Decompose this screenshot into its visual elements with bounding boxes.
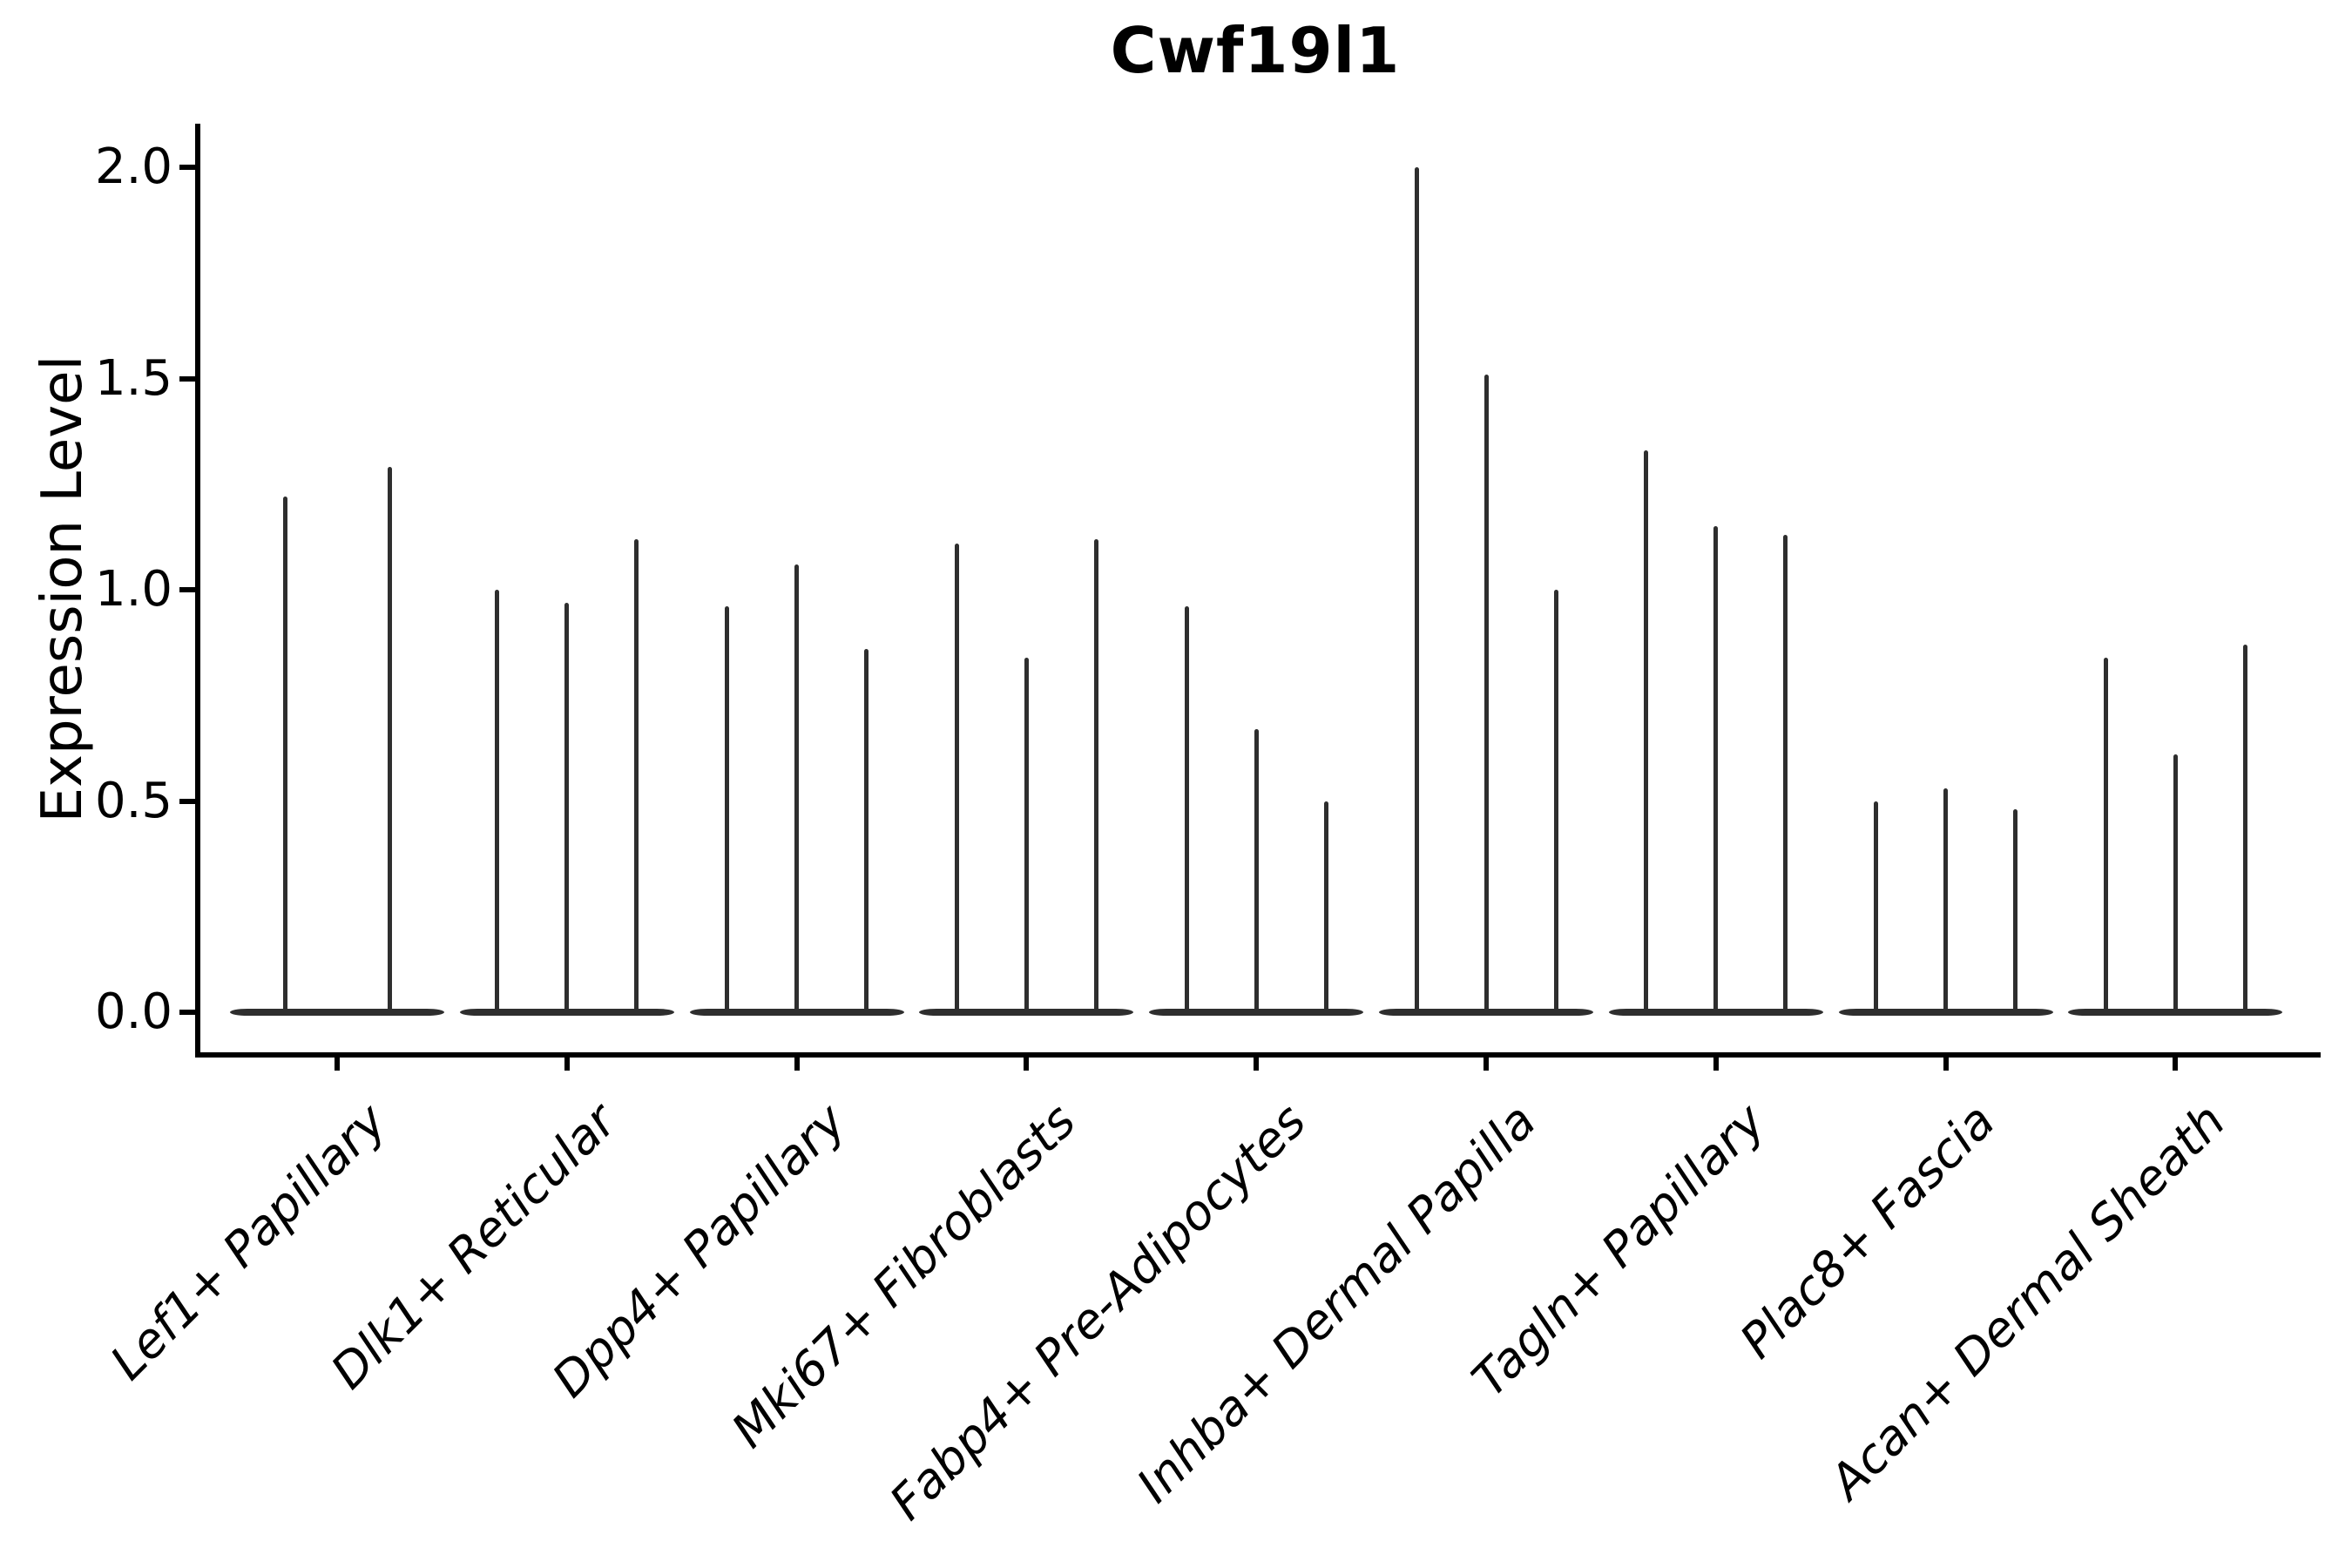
- violin-spike: [1484, 374, 1489, 1012]
- x-tick-label: Fabp4+ Pre-Adipocytes: [878, 1092, 1317, 1531]
- x-tick-label: Acan+ Dermal Sheath: [1818, 1092, 2236, 1510]
- plot-area: [195, 124, 2321, 1058]
- violin-spike: [387, 467, 392, 1012]
- violin-spike: [954, 543, 959, 1012]
- violin-spike: [1783, 534, 1788, 1012]
- violin-spike: [2103, 657, 2108, 1012]
- violin-base: [1608, 1009, 1823, 1016]
- chart-title: Cwf19l1: [1110, 14, 1401, 87]
- violin-base: [459, 1009, 674, 1016]
- violin-spike: [1713, 526, 1719, 1012]
- violin-spike: [1254, 729, 1259, 1012]
- x-tick-mark: [2173, 1058, 2179, 1071]
- violin-spike: [1943, 787, 1949, 1012]
- violin-spike: [1184, 606, 1189, 1012]
- violin-spike: [1874, 801, 1879, 1012]
- violin-base: [1379, 1009, 1593, 1016]
- x-tick-mark: [794, 1058, 800, 1071]
- violin-spike: [1553, 590, 1558, 1012]
- x-tick-mark: [1713, 1058, 1719, 1071]
- violin-spike: [1323, 801, 1328, 1012]
- x-tick-mark: [1943, 1058, 1949, 1071]
- violin-spike: [864, 648, 869, 1012]
- violin-spike: [634, 538, 639, 1012]
- violin-base: [689, 1009, 904, 1016]
- y-tick-mark: [179, 375, 195, 382]
- violin-spike: [1644, 449, 1649, 1012]
- violin-base: [1838, 1009, 2053, 1016]
- violin-spike: [2173, 754, 2178, 1012]
- violin-spike: [495, 590, 500, 1012]
- violin-base: [919, 1009, 1134, 1016]
- y-tick-mark: [179, 165, 195, 170]
- violin-spike: [2013, 809, 2018, 1012]
- y-tick-mark: [179, 1010, 195, 1015]
- x-tick-mark: [1254, 1058, 1260, 1071]
- y-tick-label: 1.5: [94, 349, 172, 407]
- y-tick-mark: [179, 587, 195, 592]
- y-tick-label: 1.0: [94, 561, 172, 618]
- y-tick-mark: [179, 798, 195, 804]
- violin-spike: [794, 564, 800, 1012]
- violin-spike: [725, 606, 730, 1012]
- x-tick-mark: [335, 1058, 340, 1071]
- y-tick-label: 2.0: [94, 139, 172, 195]
- violin-base: [2068, 1009, 2283, 1016]
- violin-spike: [1093, 538, 1098, 1012]
- y-tick-label: 0.0: [94, 983, 172, 1040]
- x-tick-mark: [564, 1058, 570, 1071]
- x-tick-mark: [1024, 1058, 1030, 1071]
- x-tick-label: Inhba+ Dermal Papilla: [1125, 1092, 1546, 1514]
- violin-base: [1149, 1009, 1364, 1016]
- violin-spike: [2242, 645, 2247, 1012]
- violin-spike: [564, 602, 570, 1012]
- violin-base: [230, 1009, 444, 1016]
- violin-spike: [1024, 657, 1029, 1012]
- violin-spike: [1414, 167, 1419, 1012]
- x-tick-mark: [1484, 1058, 1489, 1071]
- violin-spike: [282, 497, 287, 1012]
- y-tick-label: 0.5: [94, 772, 172, 829]
